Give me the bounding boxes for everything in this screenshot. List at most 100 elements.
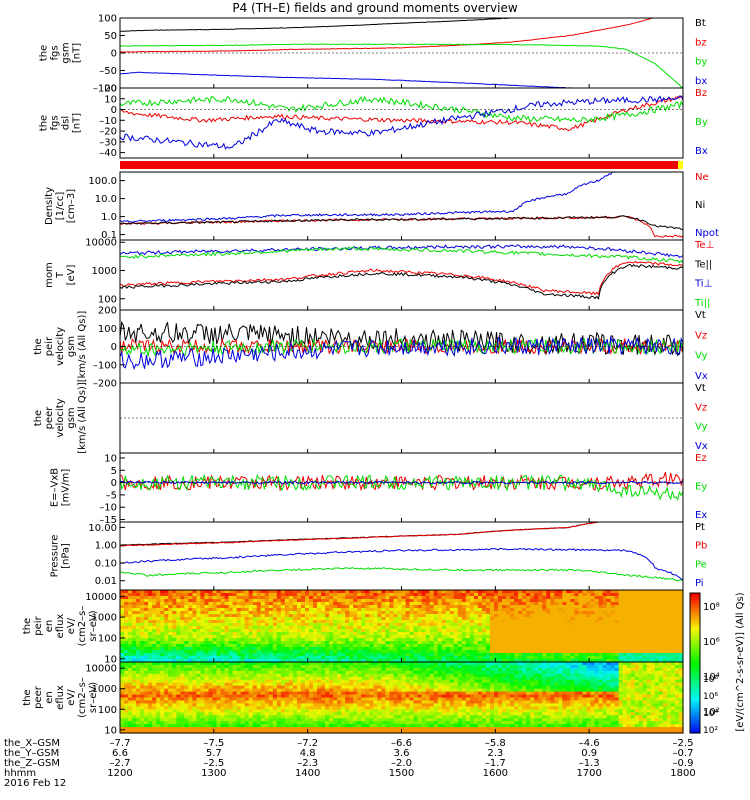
spectrogram-cell: [216, 653, 222, 657]
spectrogram-cell: [538, 650, 543, 654]
spectrogram-cell: [144, 700, 149, 705]
spectrogram-cell: [333, 620, 338, 624]
spectrogram-cell: [369, 608, 374, 612]
spectrogram-cell: [284, 602, 290, 606]
spectrogram-cell: [317, 644, 322, 648]
spectrogram-cell: [300, 659, 306, 663]
spectrogram-cell: [300, 653, 306, 657]
spectrogram-cell: [248, 700, 254, 705]
spectrogram-cell: [658, 596, 664, 600]
y-tick-label: 100: [98, 324, 117, 335]
spectrogram-cell: [168, 623, 173, 627]
spectrogram-cell: [325, 673, 330, 678]
spectrogram-cell: [280, 676, 286, 681]
spectrogram-cell: [562, 623, 567, 627]
spectrogram-cell: [453, 638, 459, 642]
spectrogram-cell: [284, 712, 290, 716]
spectrogram-cell: [296, 593, 302, 597]
spectrogram-cell: [377, 605, 382, 609]
spectrogram-cell: [369, 605, 374, 609]
spectrogram-cell: [417, 590, 423, 594]
spectrogram-cell: [188, 685, 193, 690]
spectrogram-cell: [200, 700, 206, 705]
spectrogram-cell: [228, 691, 234, 696]
spectrogram-cell: [128, 638, 133, 642]
spectrogram-cell: [341, 659, 346, 663]
spectrogram-cell: [204, 682, 210, 687]
spectrogram-cell: [236, 599, 242, 603]
spectrogram-cell: [288, 629, 294, 633]
spectrogram-cell: [196, 617, 202, 621]
spectrogram-cell: [485, 593, 491, 597]
spectrogram-cell: [248, 647, 254, 651]
spectrogram-cell: [674, 659, 680, 663]
series-line-bx: [119, 71, 627, 89]
spectrogram-cell: [148, 679, 153, 684]
spectrogram-cell: [461, 638, 467, 642]
spectrogram-cell: [256, 703, 262, 707]
spectrogram-cell: [196, 659, 202, 663]
spectrogram-cell: [634, 602, 640, 606]
spectrogram-cell: [172, 632, 177, 636]
spectrogram-cell: [401, 608, 407, 612]
spectrogram-cell: [481, 650, 487, 654]
spectrogram-cell: [208, 590, 214, 594]
spectrogram-cell: [124, 685, 129, 690]
spectrogram-cell: [184, 709, 189, 713]
spectrogram-cell: [325, 638, 330, 642]
spectrogram-cell: [140, 653, 145, 657]
spectrogram-cell: [124, 712, 129, 716]
spectrogram-cell: [373, 650, 378, 654]
spectrogram-cell: [650, 590, 656, 594]
spectrogram-cell: [176, 691, 181, 696]
spectrogram-cell: [481, 629, 487, 633]
spectrogram-cell: [634, 611, 640, 615]
spectrogram-cell: [132, 641, 137, 645]
spectrogram-cell: [280, 724, 286, 728]
spectrogram-cell: [144, 650, 149, 654]
spectrogram-cell: [409, 608, 415, 612]
spectrogram-cell: [300, 602, 306, 606]
spectrogram-cell: [136, 691, 141, 696]
spectrogram-cell: [256, 647, 262, 651]
spectrogram-cell: [160, 700, 165, 705]
spectrogram-cell: [120, 653, 125, 657]
spectrogram-cell: [204, 656, 210, 660]
spectrogram-cell: [176, 623, 181, 627]
spectrogram-cell: [614, 605, 620, 609]
spectrogram-cell: [321, 641, 326, 645]
spectrogram-cell: [530, 602, 535, 606]
spectrogram-cell: [329, 638, 334, 642]
spectrogram-cell: [252, 673, 258, 678]
spectrogram-cell: [646, 593, 652, 597]
spectrogram-cell: [224, 608, 230, 612]
spectrogram-cell: [288, 706, 294, 710]
spectrogram-cell: [216, 602, 222, 606]
spectrogram-cell: [325, 611, 330, 615]
spectrogram-cell: [654, 611, 660, 615]
spectrogram-cell: [498, 623, 503, 627]
spectrogram-cell: [192, 647, 198, 651]
spectrogram-cell: [120, 602, 125, 606]
spectrogram-cell: [304, 620, 310, 624]
spectrogram-cell: [188, 688, 193, 693]
spectrogram-cell: [248, 662, 254, 666]
spectrogram-cell: [220, 664, 226, 669]
spectrogram-cell: [188, 676, 193, 681]
spectrogram-cell: [208, 679, 214, 684]
spectrogram-cell: [288, 724, 294, 728]
spectrogram-cell: [284, 608, 290, 612]
spectrogram-cell: [192, 667, 198, 672]
legend-Bx: Bx: [695, 146, 708, 157]
spectrogram-cell: [518, 653, 523, 657]
spectrogram-cell: [538, 608, 543, 612]
spectrogram-cell: [296, 691, 302, 696]
spectrogram-cell: [120, 667, 125, 672]
spectrogram-cell: [333, 593, 338, 597]
spectrogram-cell: [373, 617, 378, 621]
spectrogram-cell: [622, 644, 628, 648]
spectrogram-cell: [228, 682, 234, 687]
spectrogram-cell: [172, 691, 177, 696]
spectrogram-cell: [325, 641, 330, 645]
spectrogram-cell: [349, 670, 354, 675]
